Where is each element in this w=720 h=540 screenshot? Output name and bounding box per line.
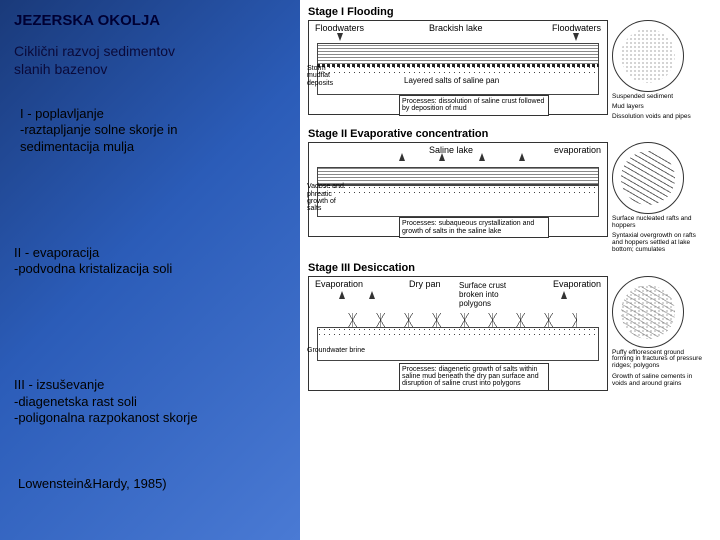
s1-process-box: Processes: dissolution of saline crust f… — [399, 95, 549, 116]
s2-callout-cap-2: Syntaxial overgrowth on rafts and hopper… — [612, 233, 702, 253]
stage3-text: III - izsuševanje -diagenetska rast soli… — [14, 377, 290, 426]
stage2-text: II - evaporacija -podvodna kristalizacij… — [14, 245, 290, 278]
s2-saline-lake: Saline lake — [429, 145, 473, 155]
stage2-line1: II - evaporacija — [14, 245, 99, 260]
subtitle-line2: slanih bazenov — [14, 61, 107, 77]
stage3-line1: III - izsuševanje — [14, 377, 104, 392]
s3-callout-circle-1 — [612, 276, 684, 348]
evap-arrow-icon — [339, 291, 345, 299]
s3-callout-cap-1: Puffy efflorescent ground forming in fra… — [612, 350, 702, 370]
citation: Lowenstein&Hardy, 1985) — [14, 476, 290, 491]
evap-arrow-icon — [439, 153, 445, 161]
stage3-line2: -diagenetska rast soli — [14, 394, 137, 409]
s1-callout-cap-2: Mud layers — [612, 104, 702, 111]
stage2-block-diagram: Saline lake evaporation Vadose and phrea… — [308, 142, 608, 237]
s1-crust-label: Layered salts of saline pan — [404, 76, 499, 85]
evap-arrow-icon — [399, 153, 405, 161]
s2-evaporation: evaporation — [554, 145, 601, 155]
s1-side-note: Storm mudflat deposits — [307, 65, 347, 87]
s2-water-layer — [317, 167, 599, 185]
s3-dry-pan: Dry pan — [409, 279, 441, 289]
s1-water-layer — [317, 43, 599, 65]
subtitle-line1: Ciklični razvoj sedimentov — [14, 43, 175, 59]
slide-title: JEZERSKA OKOLJA — [14, 12, 290, 29]
flood-arrow-icon — [337, 33, 343, 41]
s3-evap-right: Evaporation — [553, 279, 601, 289]
s2-callout-cap-1: Surface nucleated rafts and hoppers — [612, 216, 702, 230]
s1-callout-cap-1: Suspended sediment — [612, 94, 702, 101]
s2-process-box: Processes: subaqueous crystallization an… — [399, 217, 549, 238]
s1-salt-crust — [317, 64, 599, 67]
evap-arrow-icon — [479, 153, 485, 161]
stage1-line3: sedimentacija mulja — [20, 139, 134, 154]
stage1-line2: -raztapljanje solne skorje in — [20, 122, 178, 137]
figure-panel: Stage I Flooding Floodwaters Brackish la… — [300, 0, 720, 540]
s3-callouts: Puffy efflorescent ground forming in fra… — [612, 276, 702, 388]
evap-arrow-icon — [369, 291, 375, 299]
stage3-block-diagram: Evaporation Dry pan Surface crust broken… — [308, 276, 608, 391]
s3-crack-label: Surface crust broken into polygons — [459, 281, 529, 308]
s3-callout-cap-2: Growth of saline cements in voids and ar… — [612, 374, 702, 388]
s2-crystal-dots — [317, 185, 599, 197]
s3-evap-left: Evaporation — [315, 279, 363, 289]
stage1-text: I - poplavljanje -raztapljanje solne sko… — [14, 106, 290, 155]
stage3-label: Stage III Desiccation — [308, 262, 712, 274]
s1-floodwaters-right: Floodwaters — [552, 23, 601, 33]
flood-arrow-icon — [573, 33, 579, 41]
s2-callout-circle-1 — [612, 142, 684, 214]
stage3-figure: Stage III Desiccation Evaporation Dry pa… — [308, 262, 712, 391]
stage1-line1: I - poplavljanje — [20, 106, 104, 121]
s1-brackish-lake: Brackish lake — [429, 23, 483, 33]
evap-arrow-icon — [519, 153, 525, 161]
stage2-figure: Stage II Evaporative concentration Salin… — [308, 128, 712, 253]
s2-side-note: Vadose and phreatic growth of salts — [307, 183, 351, 212]
s3-polygon-crust — [339, 313, 577, 327]
stage1-label: Stage I Flooding — [308, 6, 712, 18]
s3-salt-growth — [317, 327, 599, 339]
s1-callouts: Suspended sediment Mud layers Dissolutio… — [612, 20, 702, 120]
s1-callout-cap-3: Dissolution voids and pipes — [612, 114, 702, 121]
s1-callout-circle-1 — [612, 20, 684, 92]
stage1-block-diagram: Floodwaters Brackish lake Floodwaters La… — [308, 20, 608, 115]
s2-callouts: Surface nucleated rafts and hoppers Synt… — [612, 142, 702, 253]
s1-floodwaters-left: Floodwaters — [315, 23, 364, 33]
stage2-line2: -podvodna kristalizacija soli — [14, 261, 172, 276]
s3-groundwater: Groundwater brine — [307, 347, 367, 354]
left-text-panel: JEZERSKA OKOLJA Ciklični razvoj sediment… — [0, 0, 300, 540]
evap-arrow-icon — [561, 291, 567, 299]
s3-process-box: Processes: diagenetic growth of salts wi… — [399, 363, 549, 391]
stage1-figure: Stage I Flooding Floodwaters Brackish la… — [308, 6, 712, 120]
slide-subtitle: Ciklični razvoj sedimentov slanih bazeno… — [14, 43, 290, 78]
stage3-line3: -poligonalna razpokanost skorje — [14, 410, 198, 425]
stage2-label: Stage II Evaporative concentration — [308, 128, 712, 140]
